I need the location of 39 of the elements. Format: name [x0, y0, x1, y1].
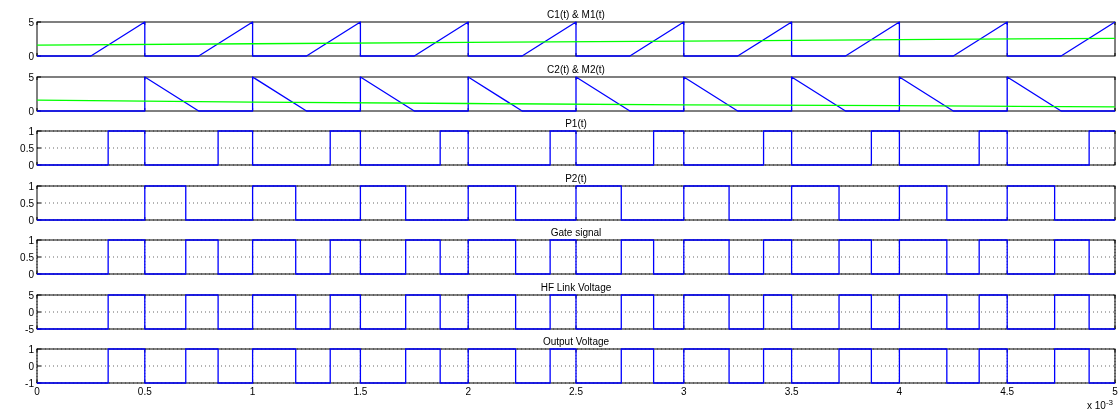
- x-tick-label: 4: [896, 386, 903, 397]
- y-tick-label: 0: [28, 50, 35, 62]
- y-tick-label: 5: [28, 289, 35, 301]
- x-tick-label: 4.5: [1000, 386, 1015, 397]
- y-tick-label: 1: [28, 234, 35, 246]
- y-tick-label: 0: [28, 105, 35, 117]
- y-tick-label: 1: [28, 343, 35, 355]
- text: x 10$^{-3}$: [1086, 397, 1114, 411]
- y-tick-label: 0: [28, 159, 35, 171]
- chart-title: P2(t): [565, 173, 587, 184]
- y-tick-label: 0: [28, 268, 35, 280]
- y-tick-label: 0.5: [20, 251, 35, 263]
- y-tick-label: 0: [28, 214, 35, 226]
- x-tick-label: 2: [465, 386, 472, 397]
- x-tick-label: 3: [681, 386, 688, 397]
- y-tick-label: 0.5: [20, 197, 35, 209]
- y-tick-label: -5: [25, 323, 35, 335]
- chart-title: C1(t) & M1(t): [547, 9, 605, 20]
- chart-title: C2(t) & M2(t): [547, 64, 605, 75]
- y-tick-label: 5: [28, 71, 35, 83]
- y-tick-label: 1: [28, 180, 35, 192]
- x-tick-label: 0.5: [137, 386, 153, 397]
- y-tick-label: 5: [28, 16, 35, 28]
- chart-title: P1(t): [565, 118, 587, 129]
- y-tick-label: 0.5: [20, 142, 35, 154]
- chart-title: Gate signal: [550, 227, 602, 238]
- x-tick-label: 1: [249, 386, 256, 397]
- chart-title: HF Link Voltage: [540, 282, 612, 293]
- line-series: [36, 37, 1116, 46]
- x-tick-label: 1.5: [353, 386, 368, 397]
- y-tick-label: -1: [25, 377, 35, 389]
- x-tick-label: 5: [1112, 386, 1118, 397]
- y-tick-label: 0: [28, 360, 35, 372]
- x-tick-label: 2.5: [569, 386, 584, 397]
- chart-title: Output Voltage: [542, 336, 610, 347]
- line-series: [36, 99, 1116, 108]
- y-tick-label: 1: [28, 125, 35, 137]
- x-tick-label: 3.5: [784, 386, 799, 397]
- y-tick-label: 0: [28, 306, 35, 318]
